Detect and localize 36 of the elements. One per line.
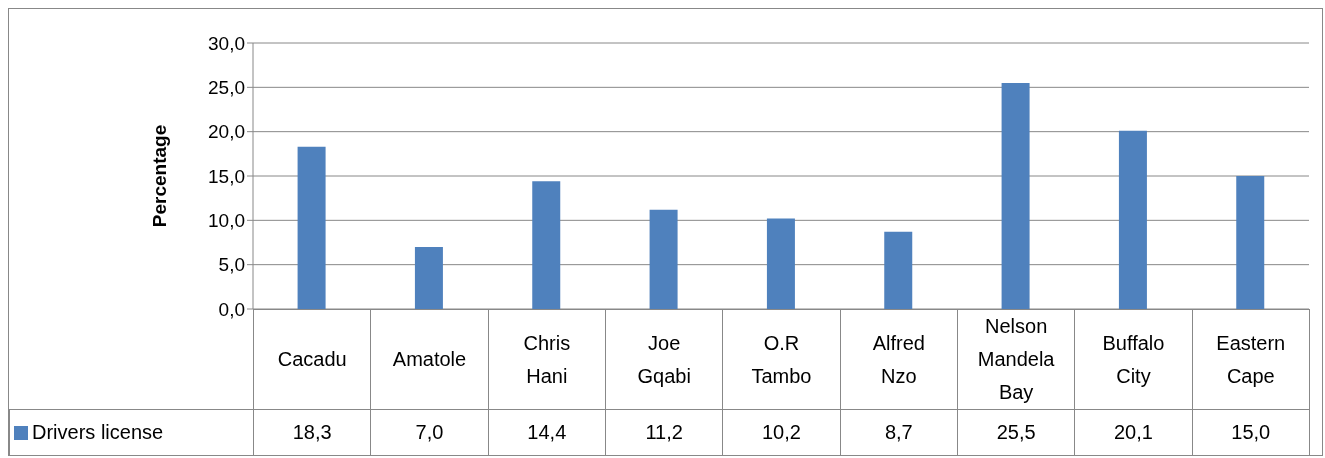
x-tick-label: Chris Hani bbox=[488, 309, 606, 410]
legend-label: Drivers license bbox=[32, 421, 164, 444]
data-label: 7,0 bbox=[370, 409, 489, 456]
data-label: 20,1 bbox=[1074, 409, 1193, 456]
bar bbox=[1118, 130, 1147, 309]
bar bbox=[884, 231, 913, 309]
y-tick-label: 5,0 bbox=[218, 254, 245, 276]
data-label: 14,4 bbox=[488, 409, 606, 456]
x-tick-label: Joe Gqabi bbox=[605, 309, 723, 410]
x-tick-label: Buffalo City bbox=[1074, 309, 1193, 410]
x-tick-label: Alfred Nzo bbox=[840, 309, 958, 410]
x-tick-label: Cacadu bbox=[253, 309, 371, 410]
data-label: 8,7 bbox=[840, 409, 958, 456]
bar bbox=[1236, 176, 1265, 309]
y-tick-label: 0,0 bbox=[218, 298, 245, 320]
y-tick-label: 25,0 bbox=[208, 77, 245, 99]
x-tick-label: Amatole bbox=[370, 309, 489, 410]
y-axis-title: Percentage bbox=[148, 124, 170, 228]
bar bbox=[649, 209, 678, 309]
y-tick-label: 10,0 bbox=[208, 210, 245, 232]
bar bbox=[297, 146, 326, 309]
bar bbox=[766, 218, 795, 309]
bar bbox=[1001, 82, 1030, 309]
x-tick-label: O.R Tambo bbox=[722, 309, 841, 410]
data-label: 11,2 bbox=[605, 409, 723, 456]
y-tick-label: 30,0 bbox=[208, 32, 245, 54]
data-label: 15,0 bbox=[1192, 409, 1310, 456]
y-tick-label: 15,0 bbox=[208, 165, 245, 187]
x-tick-label: Nelson Mandela Bay bbox=[957, 309, 1075, 410]
bar bbox=[532, 181, 561, 309]
data-label: 10,2 bbox=[722, 409, 841, 456]
y-tick-label: 20,0 bbox=[208, 121, 245, 143]
bar bbox=[414, 246, 443, 309]
data-label: 18,3 bbox=[253, 409, 371, 456]
x-tick-label: Eastern Cape bbox=[1192, 309, 1310, 410]
data-label: 25,5 bbox=[957, 409, 1075, 456]
